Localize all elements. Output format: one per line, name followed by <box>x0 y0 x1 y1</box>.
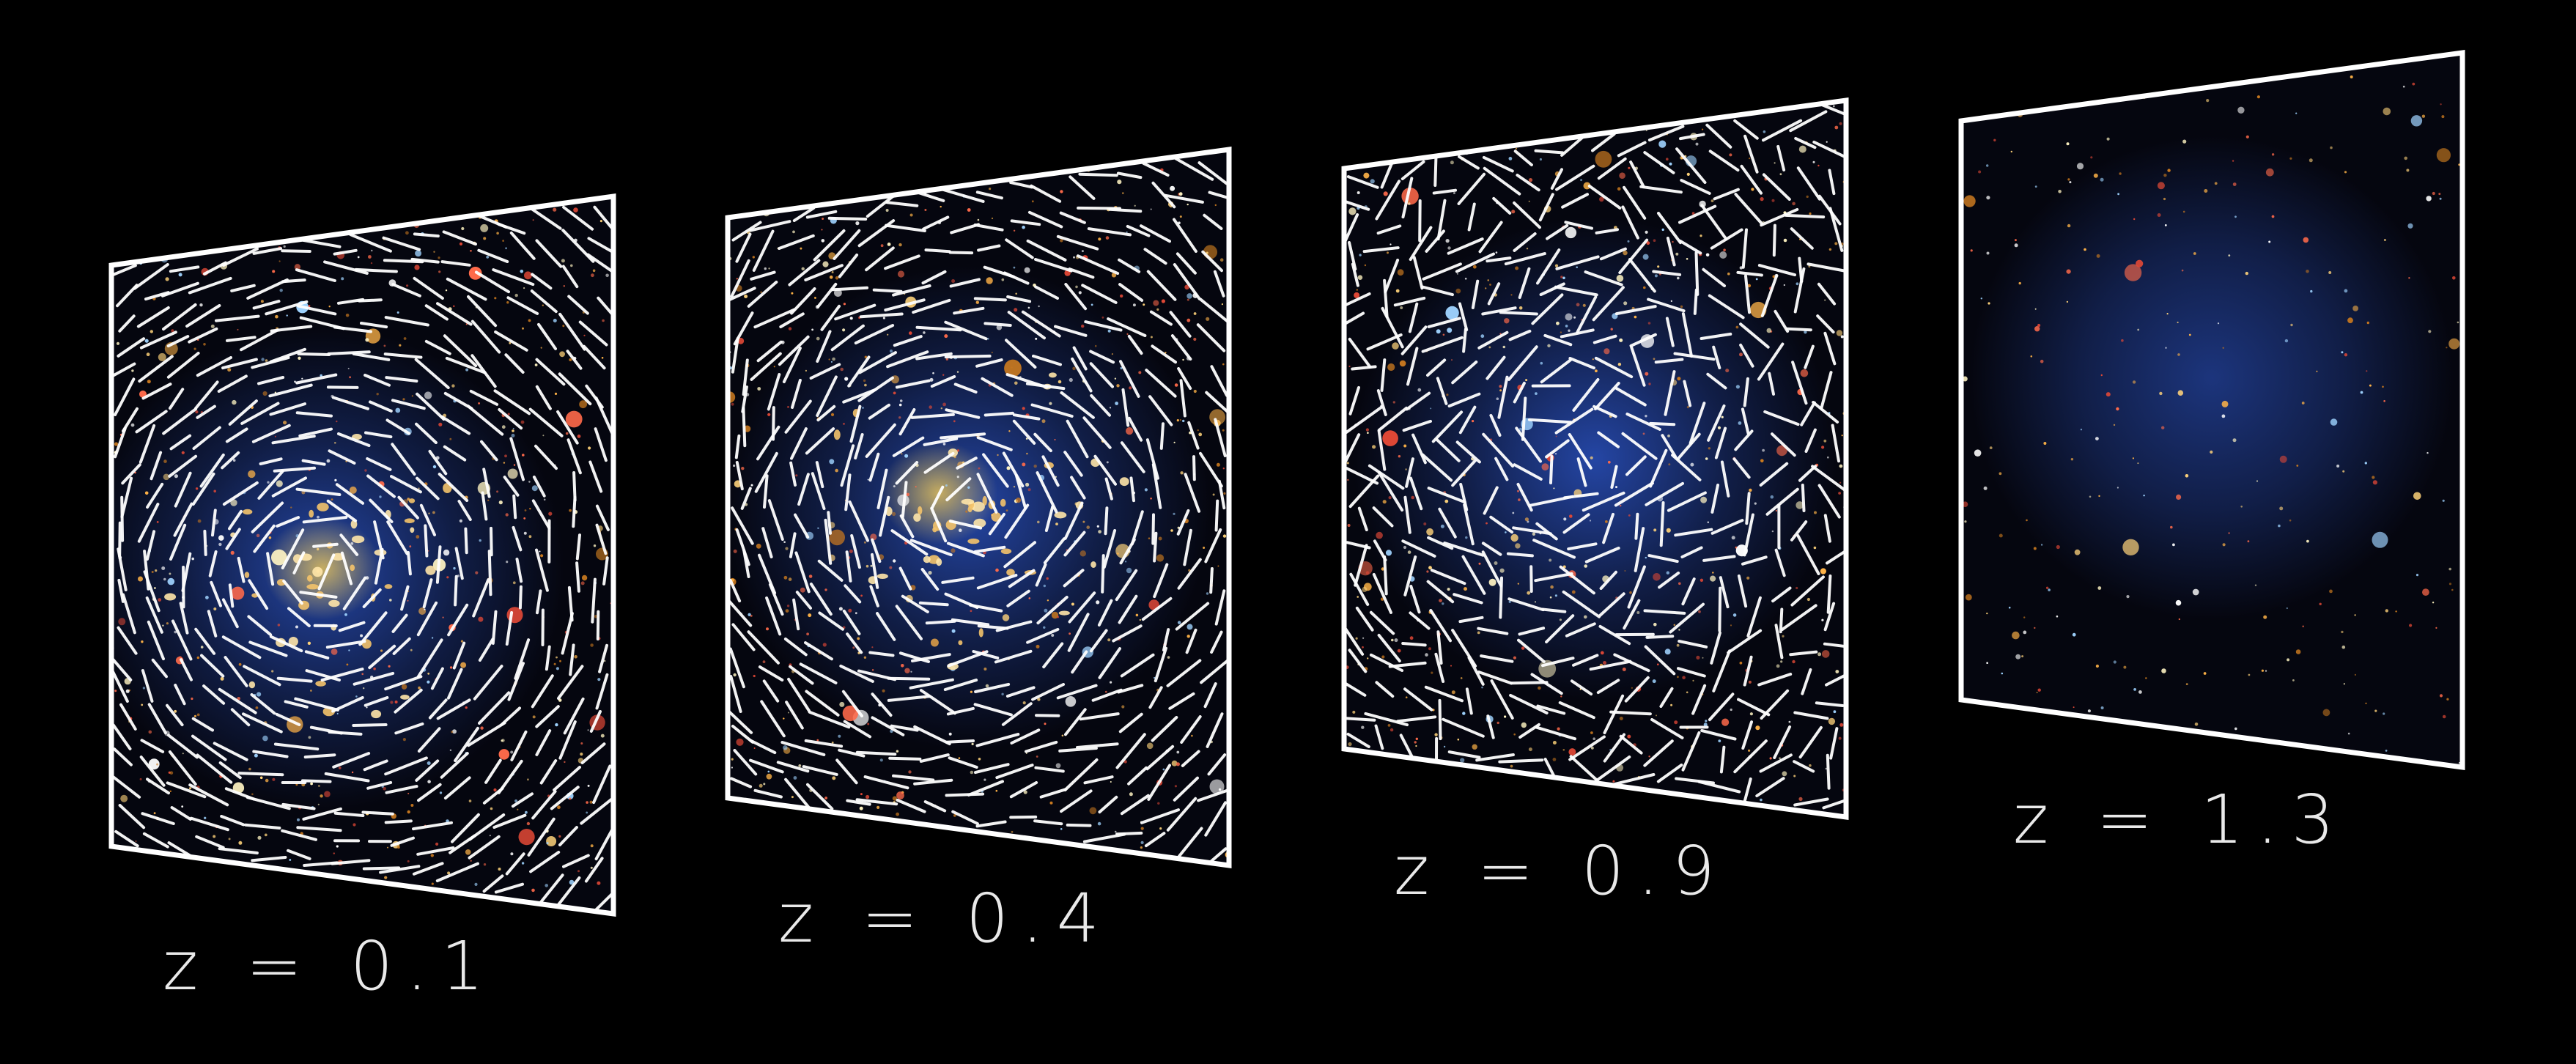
panel-z01: z = 0.1 <box>108 193 616 1005</box>
panel-z13-image <box>1961 53 2462 767</box>
cluster-core-glow <box>263 517 381 620</box>
galaxy-field <box>1961 75 2462 764</box>
panel-z13: z = 1.3 <box>1958 49 2465 859</box>
cluster-member-galaxies <box>833 372 1129 670</box>
panel-z09: z = 0.9 <box>1341 97 1849 910</box>
panel-z04-image <box>728 149 1229 865</box>
redshift-label-z01: z = 0.1 <box>163 927 497 1005</box>
shear-sticks <box>111 202 613 914</box>
panel-z13-frame <box>1958 49 2465 771</box>
redshift-label-z13: z = 1.3 <box>2013 780 2347 859</box>
panel-z04-frame <box>725 146 1232 869</box>
panel-z09-frame <box>1341 97 1849 821</box>
panel-z01-image <box>111 196 613 914</box>
cluster-glow <box>1353 217 1837 701</box>
panel-z09-image <box>1344 100 1846 817</box>
redshift-label-z04: z = 0.4 <box>778 879 1112 958</box>
panel-z01-frame <box>108 193 616 917</box>
redshift-label-z09: z = 0.9 <box>1394 832 1728 910</box>
panel-z04: z = 0.4 <box>725 146 1232 958</box>
shear-sticks <box>728 157 1229 865</box>
cluster-glow <box>1970 136 2454 620</box>
cluster-member-galaxies <box>164 434 452 719</box>
shear-sticks <box>1344 101 1846 810</box>
